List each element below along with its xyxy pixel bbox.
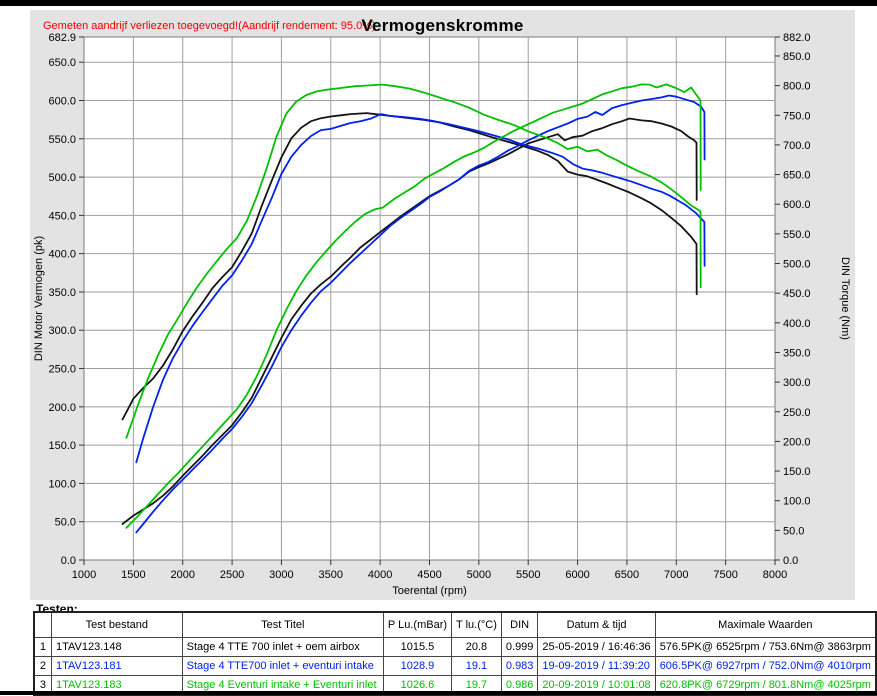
right-axis-tick-label: 850.0 <box>783 51 811 63</box>
p-lu-cell: 1015.5 <box>382 637 453 657</box>
right-axis-tick-label: 600.0 <box>783 199 811 211</box>
datum-tijd-cell: 20-09-2019 / 10:01:08 <box>537 675 656 696</box>
table-row: 3 1TAV123.183 Stage 4 Eventuri intake + … <box>33 675 877 696</box>
run2-power-curve <box>135 94 706 534</box>
left-axis-tick-label: 550.0 <box>48 134 76 146</box>
datum-tijd-cell: 19-09-2019 / 11:39:20 <box>537 656 656 676</box>
x-axis-tick-label: 4000 <box>368 569 392 581</box>
right-axis-tick-label: 0.0 <box>783 555 798 567</box>
left-axis-tick-label: 150.0 <box>48 440 76 452</box>
right-axis-tick-label: 300.0 <box>783 377 811 389</box>
test-bestand-cell: 1TAV123.183 <box>50 675 183 696</box>
table-row: 1 1TAV123.148 Stage 4 TTE 700 inlet + oe… <box>33 637 877 657</box>
x-axis-tick-label: 5500 <box>516 569 540 581</box>
right-axis-tick-label: 750.0 <box>783 110 811 122</box>
x-axis-tick-label: 2000 <box>170 569 194 581</box>
test-bestand-cell: 1TAV123.148 <box>50 637 183 657</box>
x-axis-tick-label: 8000 <box>763 569 787 581</box>
left-axis-tick-label: 300.0 <box>48 325 76 337</box>
test-titel-cell: Stage 4 TTE700 inlet + eventuri intake <box>181 656 384 676</box>
table-header-row: Test bestand Test Titel P Lu.(mBar) T lu… <box>33 611 877 638</box>
left-axis-title: DIN Motor Vermogen (pk) <box>33 236 45 361</box>
p-lu-cell: 1026.6 <box>382 675 453 696</box>
din-cell: 0.983 <box>500 656 539 676</box>
test-bestand-cell: 1TAV123.181 <box>50 656 183 676</box>
header-maximale-waarden: Maximale Waarden <box>654 611 877 638</box>
top-border-bar <box>0 0 877 6</box>
x-axis-tick-label: 7000 <box>664 569 688 581</box>
power-curve-chart: 682.9 650.0 600.0 550.0 500.0 450.0 400.0 350.0… <box>33 32 851 597</box>
x-axis-tick-label: 6500 <box>615 569 639 581</box>
right-axis-tick-label: 100.0 <box>783 496 811 508</box>
left-axis-tick-label: 682.9 <box>48 32 76 44</box>
table-row: 2 1TAV123.181 Stage 4 TTE700 inlet + eve… <box>33 656 877 676</box>
maximale-waarden-cell: 576.5PK@ 6525rpm / 753.6Nm@ 3863rpm <box>654 637 877 657</box>
run3-torque-curve <box>125 83 702 439</box>
x-axis-tick-label: 1500 <box>121 569 145 581</box>
right-axis-tick-label: 200.0 <box>783 436 811 448</box>
right-axis-tick-label: 350.0 <box>783 347 811 359</box>
p-lu-cell: 1028.9 <box>382 656 453 676</box>
t-lu-cell: 20.8 <box>451 637 502 657</box>
din-cell: 0.999 <box>500 637 539 657</box>
header-row-number <box>33 611 52 638</box>
x-axis-tick-label: 3000 <box>269 569 293 581</box>
left-axis-tick-label: 0.0 <box>61 555 76 567</box>
right-axis-tick-label: 400.0 <box>783 318 811 330</box>
x-axis-tick-label: 2500 <box>220 569 244 581</box>
maximale-waarden-cell: 606.5PK@ 6927rpm / 752.0Nm@ 4010rpm <box>654 656 877 676</box>
x-axis-tick-label: 7500 <box>713 569 737 581</box>
x-axis-tick-label: 3500 <box>319 569 343 581</box>
run1-power-curve <box>121 117 698 525</box>
bottom-border-bar <box>0 691 877 695</box>
left-axis-tick-label: 350.0 <box>48 287 76 299</box>
run2-torque-curve <box>135 113 706 464</box>
header-din: DIN <box>500 611 539 638</box>
x-axis-tick-label: 6000 <box>565 569 589 581</box>
tests-table: Test bestand Test Titel P Lu.(mBar) T lu… <box>33 611 877 696</box>
left-axis-tick-label: 250.0 <box>48 364 76 376</box>
dyno-chart-panel: Gemeten aandrijf verliezen toegevoegd!(A… <box>30 10 855 600</box>
right-axis-tick-label: 800.0 <box>783 81 811 93</box>
left-axis-tick-label: 650.0 <box>48 57 76 69</box>
left-axis-tick-label: 450.0 <box>48 210 76 222</box>
right-axis-tick-label: 500.0 <box>783 259 811 271</box>
row-number: 3 <box>33 675 52 696</box>
t-lu-cell: 19.1 <box>451 656 502 676</box>
header-t-lu: T lu.(°C) <box>451 611 502 638</box>
left-axis-tick-label: 400.0 <box>48 249 76 261</box>
right-axis-tick-label: 650.0 <box>783 170 811 182</box>
left-axis-tick-label: 500.0 <box>48 172 76 184</box>
run3-power-curve <box>125 83 702 529</box>
right-axis-tick-label: 882.0 <box>783 32 811 44</box>
row-number: 2 <box>33 656 52 676</box>
row-number: 1 <box>33 637 52 657</box>
right-axis-tick-label: 550.0 <box>783 229 811 241</box>
header-p-lu: P Lu.(mBar) <box>382 611 453 638</box>
left-axis-tick-label: 100.0 <box>48 478 76 490</box>
right-axis-tick-label: 250.0 <box>783 407 811 419</box>
x-axis-tick-label: 4500 <box>417 569 441 581</box>
datum-tijd-cell: 25-05-2019 / 16:46:36 <box>537 637 656 657</box>
left-axis-tick-label: 50.0 <box>55 517 76 529</box>
left-axis-tick-label: 600.0 <box>48 95 76 107</box>
header-test-bestand: Test bestand <box>50 611 183 638</box>
header-datum-tijd: Datum & tijd <box>537 611 656 638</box>
right-axis-tick-label: 700.0 <box>783 140 811 152</box>
chart-title: Vermogenskromme <box>361 16 524 35</box>
right-axis-title: DIN Torque (Nm) <box>839 257 851 340</box>
right-axis-tick-label: 150.0 <box>783 466 811 478</box>
drivetrain-loss-annotation: Gemeten aandrijf verliezen toegevoegd!(A… <box>43 20 376 32</box>
right-axis-tick-label: 50.0 <box>783 525 804 537</box>
header-test-titel: Test Titel <box>181 611 384 638</box>
left-axis-tick-label: 200.0 <box>48 402 76 414</box>
x-axis-tick-label: 5000 <box>467 569 491 581</box>
right-axis-tick-label: 450.0 <box>783 288 811 300</box>
test-titel-cell: Stage 4 TTE 700 inlet + oem airbox <box>181 637 384 657</box>
x-axis-title: Toerental (rpm) <box>392 585 467 597</box>
x-axis-tick-label: 1000 <box>72 569 96 581</box>
din-cell: 0.986 <box>500 675 539 696</box>
